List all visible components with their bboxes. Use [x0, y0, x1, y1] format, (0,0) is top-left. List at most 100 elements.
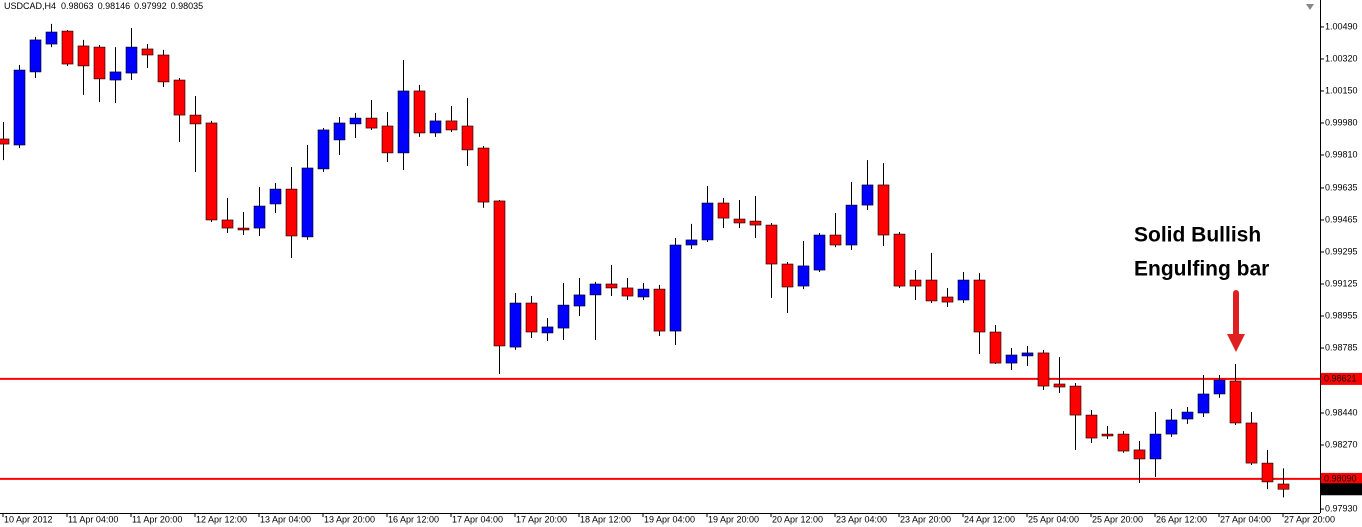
y-tick-label: 0.97930 — [1325, 503, 1358, 513]
header-open: 0.98063 — [61, 1, 94, 11]
candle-body — [461, 125, 474, 151]
candle-body — [557, 304, 570, 329]
x-tick-label: 23 Apr 04:00 — [836, 514, 887, 524]
candle-body — [397, 90, 410, 154]
shift-marker — [1306, 4, 1314, 10]
candle-body — [717, 202, 730, 219]
candle-body — [317, 129, 330, 170]
y-tick-label: 0.99810 — [1325, 149, 1358, 159]
candle-body — [77, 45, 90, 67]
candle-body — [301, 167, 314, 238]
candle-body — [1069, 385, 1082, 416]
candle-body — [157, 54, 170, 83]
candle-body — [221, 219, 234, 229]
x-tick-label: 25 Apr 04:00 — [1028, 514, 1079, 524]
candle-body — [189, 114, 202, 125]
candle-body — [877, 184, 890, 236]
x-tick-label: 23 Apr 20:00 — [900, 514, 951, 524]
candle-body — [445, 120, 458, 131]
annotation: Solid Bullish — [1134, 224, 1261, 247]
candle-body — [925, 279, 938, 302]
candle-body — [365, 117, 378, 129]
candle-body — [765, 224, 778, 265]
candle-body — [1085, 414, 1098, 439]
candle-body — [1165, 419, 1178, 435]
candle-body — [1053, 383, 1066, 388]
candle-body — [333, 122, 346, 141]
candle-body — [61, 30, 74, 65]
x-tick-label: 17 Apr 04:00 — [452, 514, 503, 524]
candle-body — [589, 283, 602, 296]
x-tick-label: 27 Apr 20:00 — [1284, 514, 1335, 524]
candle-body — [1181, 411, 1194, 420]
y-tick-label: 0.99465 — [1325, 214, 1358, 224]
annotation: Engulfing bar — [1134, 258, 1269, 281]
candle-body — [573, 294, 586, 307]
candle-body — [429, 120, 442, 134]
current-price-label: 0.98035 — [1324, 484, 1357, 494]
y-tick-label: 0.98270 — [1325, 439, 1358, 449]
candle-body — [797, 265, 810, 287]
candle-body — [237, 227, 250, 231]
x-tick-label: 17 Apr 20:00 — [516, 514, 567, 524]
arrow-head — [1227, 334, 1245, 352]
candle-body — [989, 331, 1002, 364]
candle-body — [941, 296, 954, 303]
candle-body — [541, 326, 554, 334]
x-tick-label: 11 Apr 04:00 — [68, 514, 118, 524]
current-price-box — [1321, 483, 1362, 496]
candle-body — [93, 46, 106, 80]
candle-body — [733, 218, 746, 224]
chart-title: USDCAD,H4 — [4, 1, 56, 11]
candle-body — [893, 233, 906, 287]
candle-body — [957, 279, 970, 301]
candle-body — [0, 138, 10, 145]
candle-body — [637, 288, 650, 298]
x-tick-label: 24 Apr 12:00 — [964, 514, 1015, 524]
level-label: 0.98621 — [1324, 373, 1357, 383]
x-tick-label: 19 Apr 20:00 — [708, 514, 759, 524]
candle-body — [141, 48, 154, 56]
candle-body — [1005, 354, 1018, 364]
candle-body — [909, 279, 922, 287]
y-tick-label: 0.98955 — [1325, 310, 1358, 320]
y-tick-label: 0.99635 — [1325, 182, 1358, 192]
candle-body — [125, 46, 138, 74]
candle-body — [829, 234, 842, 246]
x-tick-label: 26 Apr 12:00 — [1156, 514, 1207, 524]
candle-body — [653, 288, 666, 332]
candle-body — [1245, 422, 1258, 464]
y-tick-label: 0.99295 — [1325, 246, 1358, 256]
candle-body — [285, 188, 298, 237]
candle-body — [749, 220, 762, 226]
candle-body — [349, 117, 362, 125]
candle-body — [685, 239, 698, 246]
x-tick-label: 16 Apr 12:00 — [388, 514, 439, 524]
candle-body — [861, 184, 874, 206]
x-tick-label: 13 Apr 20:00 — [324, 514, 375, 524]
candle-body — [1229, 380, 1242, 424]
x-tick-label: 19 Apr 04:00 — [644, 514, 695, 524]
candle-body — [45, 31, 58, 45]
candle-body — [413, 90, 426, 134]
header-close: 0.98035 — [171, 1, 204, 11]
x-tick-label: 18 Apr 12:00 — [580, 514, 631, 524]
header-high: 0.98146 — [98, 1, 131, 11]
candle-body — [621, 287, 634, 297]
candle-body — [13, 69, 26, 146]
candle-body — [205, 122, 218, 221]
x-tick-label: 13 Apr 04:00 — [260, 514, 311, 524]
candle-body — [1261, 462, 1274, 483]
candle-body — [381, 125, 394, 154]
header-low: 0.97992 — [134, 1, 167, 11]
candle-body — [813, 234, 826, 271]
y-tick-label: 0.98785 — [1325, 342, 1358, 352]
level-label-box — [1321, 472, 1362, 485]
candle-body — [173, 79, 186, 116]
candle-body — [669, 244, 682, 332]
annotation-arrow — [1227, 290, 1245, 352]
candle-body — [1197, 393, 1210, 414]
y-tick-label: 1.00150 — [1325, 85, 1358, 95]
candle-body — [477, 147, 490, 203]
